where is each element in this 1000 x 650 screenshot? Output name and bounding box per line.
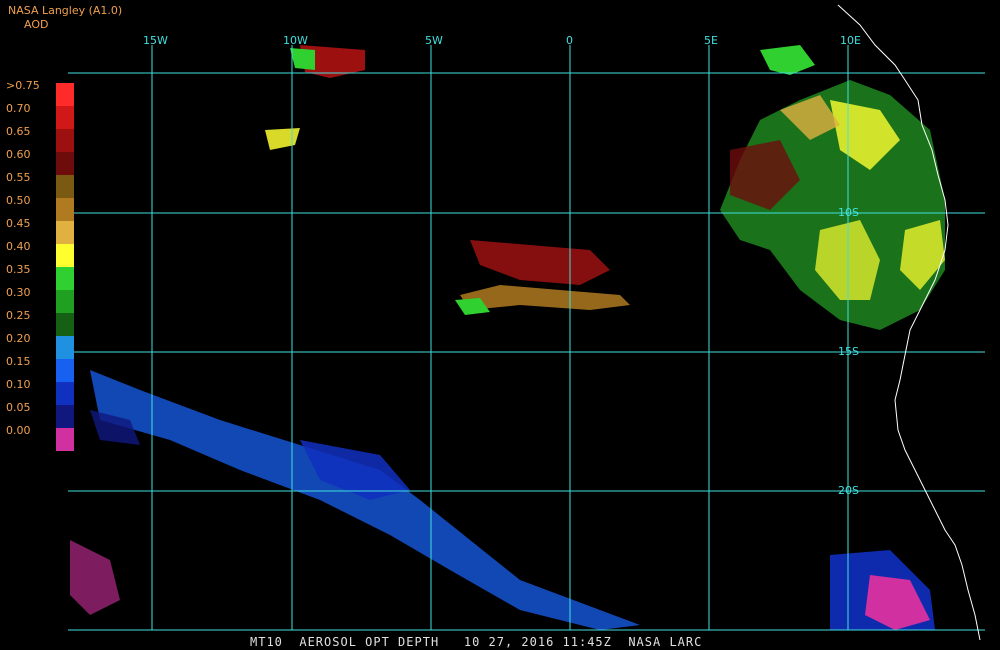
legend-swatch [56,221,74,244]
aerosol-plumes [70,45,945,630]
legend-label: 0.05 [6,401,31,414]
legend-label: 0.45 [6,217,31,230]
legend-label: 0.00 [6,424,31,437]
legend-swatch [56,313,74,336]
legend-label: 0.35 [6,263,31,276]
lon-label-10e: 10E [840,34,861,47]
plume-yellow-bits [265,128,300,150]
plume-n-green [290,48,315,70]
lat-label-15s: 15S [838,345,859,358]
legend-label: 0.55 [6,171,31,184]
source-label: NASA Langley (A1.0) [8,4,123,17]
legend-label: 0.20 [6,332,31,345]
legend-label: 0.65 [6,125,31,138]
legend-label: 0.70 [6,102,31,115]
legend-swatch [56,428,74,451]
lon-label-15w: 15W [143,34,168,47]
lat-label-10s: 10S [838,206,859,219]
legend-swatch [56,405,74,428]
legend-label: 0.25 [6,309,31,322]
legend-label: 0.40 [6,240,31,253]
legend-swatch [56,382,74,405]
plume-ne-brown [730,140,800,210]
plume-mid-tan [460,285,630,310]
plume-mid-green [455,298,490,315]
lon-label-5w: 5W [425,34,443,47]
legend-swatch [56,267,74,290]
lon-label-0: 0 [566,34,573,47]
legend-swatch [56,359,74,382]
lon-label-10w: 10W [283,34,308,47]
legend-swatch [56,244,74,267]
legend-swatch [56,336,74,359]
plume-n-red [300,45,365,78]
legend-swatch [56,152,74,175]
lat-label-20s: 20S [838,484,859,497]
legend-swatch [56,106,74,129]
lon-label-5e: 5E [704,34,718,47]
legend-label: 0.60 [6,148,31,161]
legend-label: 0.50 [6,194,31,207]
legend-label: 0.15 [6,355,31,368]
plume-sw-magenta [70,540,120,615]
legend-swatch [56,198,74,221]
plume-ne-orange [780,95,840,140]
plume-se-magenta [865,575,930,630]
legend-swatch [56,175,74,198]
plume-s-blue-core [300,440,410,500]
plume-n-green2 [760,45,815,75]
plume-sw-blue [90,410,140,445]
product-label: AOD [24,18,49,31]
legend-label: 0.30 [6,286,31,299]
plume-ne-yellow3 [900,220,945,290]
legend-swatch [56,129,74,152]
legend-label: 0.10 [6,378,31,391]
coastline [837,4,981,641]
legend-label: >0.75 [6,79,40,92]
legend-swatch [56,290,74,313]
lat-lon-grid [68,45,985,631]
plume-s-blue [90,370,640,630]
footer-caption: MT10 AEROSOL OPT DEPTH 10 27, 2016 11:45… [250,635,703,649]
plume-mid-red [470,240,610,285]
legend-swatch [56,83,74,106]
